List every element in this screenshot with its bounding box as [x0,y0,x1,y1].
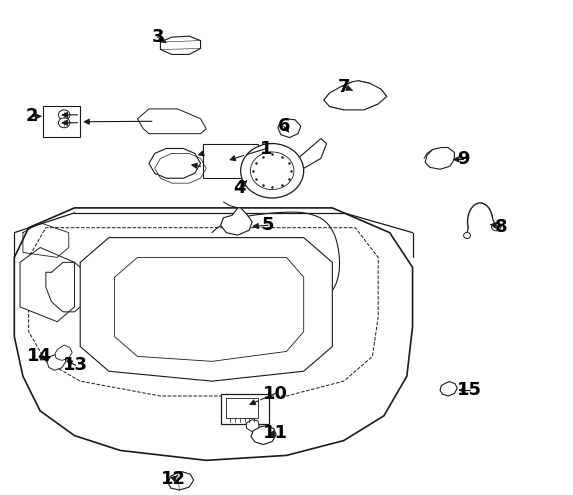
Text: 10: 10 [262,385,288,402]
Text: 11: 11 [262,424,288,442]
Text: 2: 2 [25,107,38,125]
Polygon shape [160,36,201,54]
Circle shape [58,110,70,120]
Circle shape [250,152,294,190]
Circle shape [492,223,501,231]
Text: 12: 12 [160,470,186,488]
Polygon shape [440,382,457,396]
Polygon shape [221,208,252,235]
Polygon shape [264,139,327,188]
Circle shape [58,118,70,128]
Polygon shape [80,238,332,381]
Text: 4: 4 [233,179,246,197]
Bar [203,144,258,178]
Polygon shape [138,109,206,134]
Polygon shape [246,420,259,432]
Bar [226,398,258,418]
Polygon shape [149,148,201,178]
Text: 7: 7 [337,78,350,96]
Text: 5: 5 [262,216,274,234]
Polygon shape [20,248,74,322]
Polygon shape [278,119,301,138]
Text: 13: 13 [63,356,88,374]
Polygon shape [425,148,454,169]
Polygon shape [47,353,66,370]
Text: 1: 1 [260,140,273,157]
Polygon shape [324,81,387,110]
Bar [43,106,80,137]
Polygon shape [251,426,276,445]
Text: 15: 15 [457,381,482,399]
Polygon shape [55,345,72,360]
Polygon shape [14,208,413,460]
Text: 3: 3 [151,28,164,46]
Text: 6: 6 [277,117,290,135]
Bar [221,394,269,424]
Polygon shape [168,472,194,490]
Text: 8: 8 [495,218,508,236]
Circle shape [241,144,304,198]
Text: 9: 9 [457,150,469,168]
Text: 14: 14 [26,347,52,365]
Circle shape [464,233,470,239]
